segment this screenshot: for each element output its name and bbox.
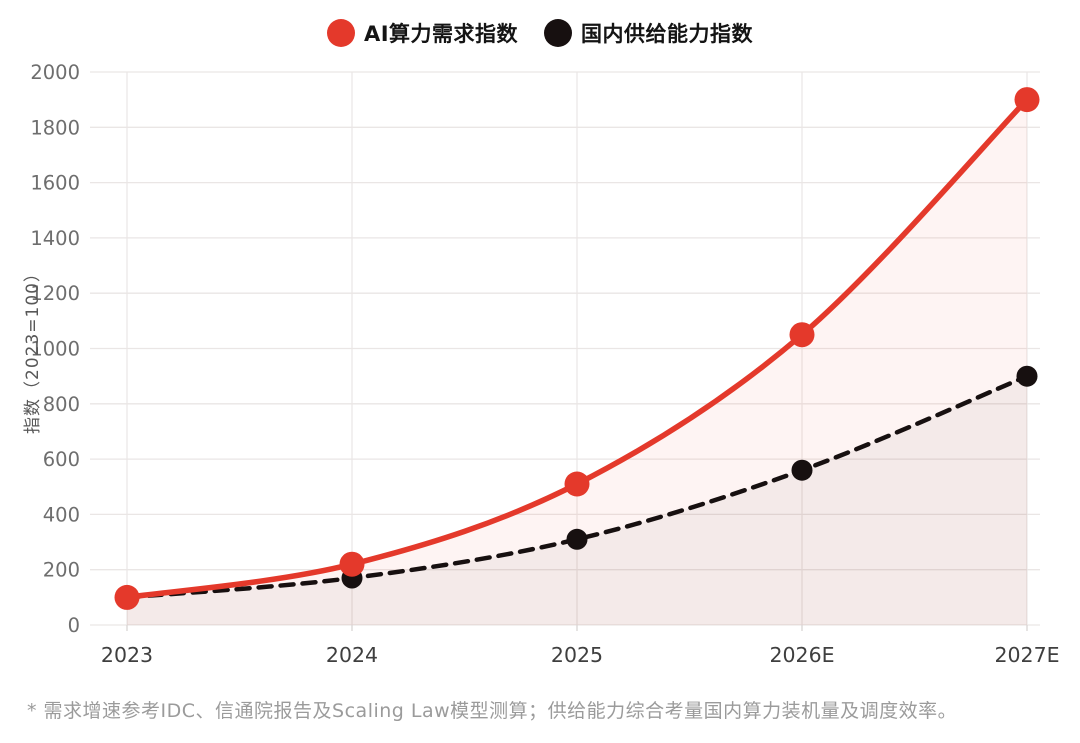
- series-line-0: [124, 96, 1030, 601]
- x-tick-label: 2023: [101, 643, 153, 667]
- x-tick-label: 2024: [326, 643, 378, 667]
- legend-dot-black-icon: [544, 19, 573, 47]
- y-axis-title: 指数（2023=100）: [23, 264, 43, 434]
- series-area-1: [127, 376, 1027, 625]
- legend-label-supply: 国内供给能力指数: [581, 22, 754, 46]
- legend-item-demand[interactable]: AI算力需求指数: [326, 18, 519, 48]
- chart-area: 0 200 400 600 800 1000 1200 1400 1600 1800 2000 202…: [23, 61, 1060, 667]
- y-tick-label: 1800: [30, 116, 80, 139]
- y-tick-label: 800: [43, 393, 80, 416]
- data-point-2026E-s0: [789, 322, 815, 348]
- x-tick-label: 2027E: [994, 643, 1059, 667]
- series-area-0: [127, 99, 1027, 626]
- legend-dot-red-icon: [326, 19, 355, 47]
- data-point-2027E-s1: [1016, 365, 1038, 387]
- y-tick-label: 0: [68, 614, 80, 637]
- y-tick-label: 1000: [30, 338, 80, 361]
- legend-label-demand: AI算力需求指数: [363, 22, 519, 46]
- line-chart-canvas: 0 200 400 600 800 1000 1200 1400 1600 1800 2000 202…: [30, 61, 1059, 667]
- data-point-2025-s1: [566, 528, 588, 550]
- legend-item-supply[interactable]: 国内供给能力指数: [544, 18, 753, 48]
- data-point-2026E-s1: [791, 459, 813, 481]
- y-tick-label: 600: [43, 448, 80, 471]
- data-point-2025-s0: [564, 471, 590, 497]
- data-point-2024-s0: [339, 551, 365, 577]
- x-tick-label: 2025: [551, 643, 603, 667]
- data-point-2023-s0: [114, 584, 140, 610]
- data-point-2027E-s0: [1014, 87, 1040, 113]
- y-tick-label: 1600: [30, 172, 80, 195]
- chart-legend: AI算力需求指数 国内供给能力指数: [0, 18, 1080, 48]
- x-tick-label: 2026E: [769, 643, 834, 667]
- y-tick-label: 2000: [30, 61, 80, 84]
- y-tick-label: 200: [43, 559, 80, 582]
- y-tick-label: 1400: [30, 227, 80, 250]
- footnote-text: * 需求增速参考IDC、信通院报告及Scaling Law模型测算；供给能力综合…: [27, 700, 958, 722]
- y-tick-label: 400: [43, 503, 80, 526]
- y-tick-label: 1200: [30, 282, 80, 305]
